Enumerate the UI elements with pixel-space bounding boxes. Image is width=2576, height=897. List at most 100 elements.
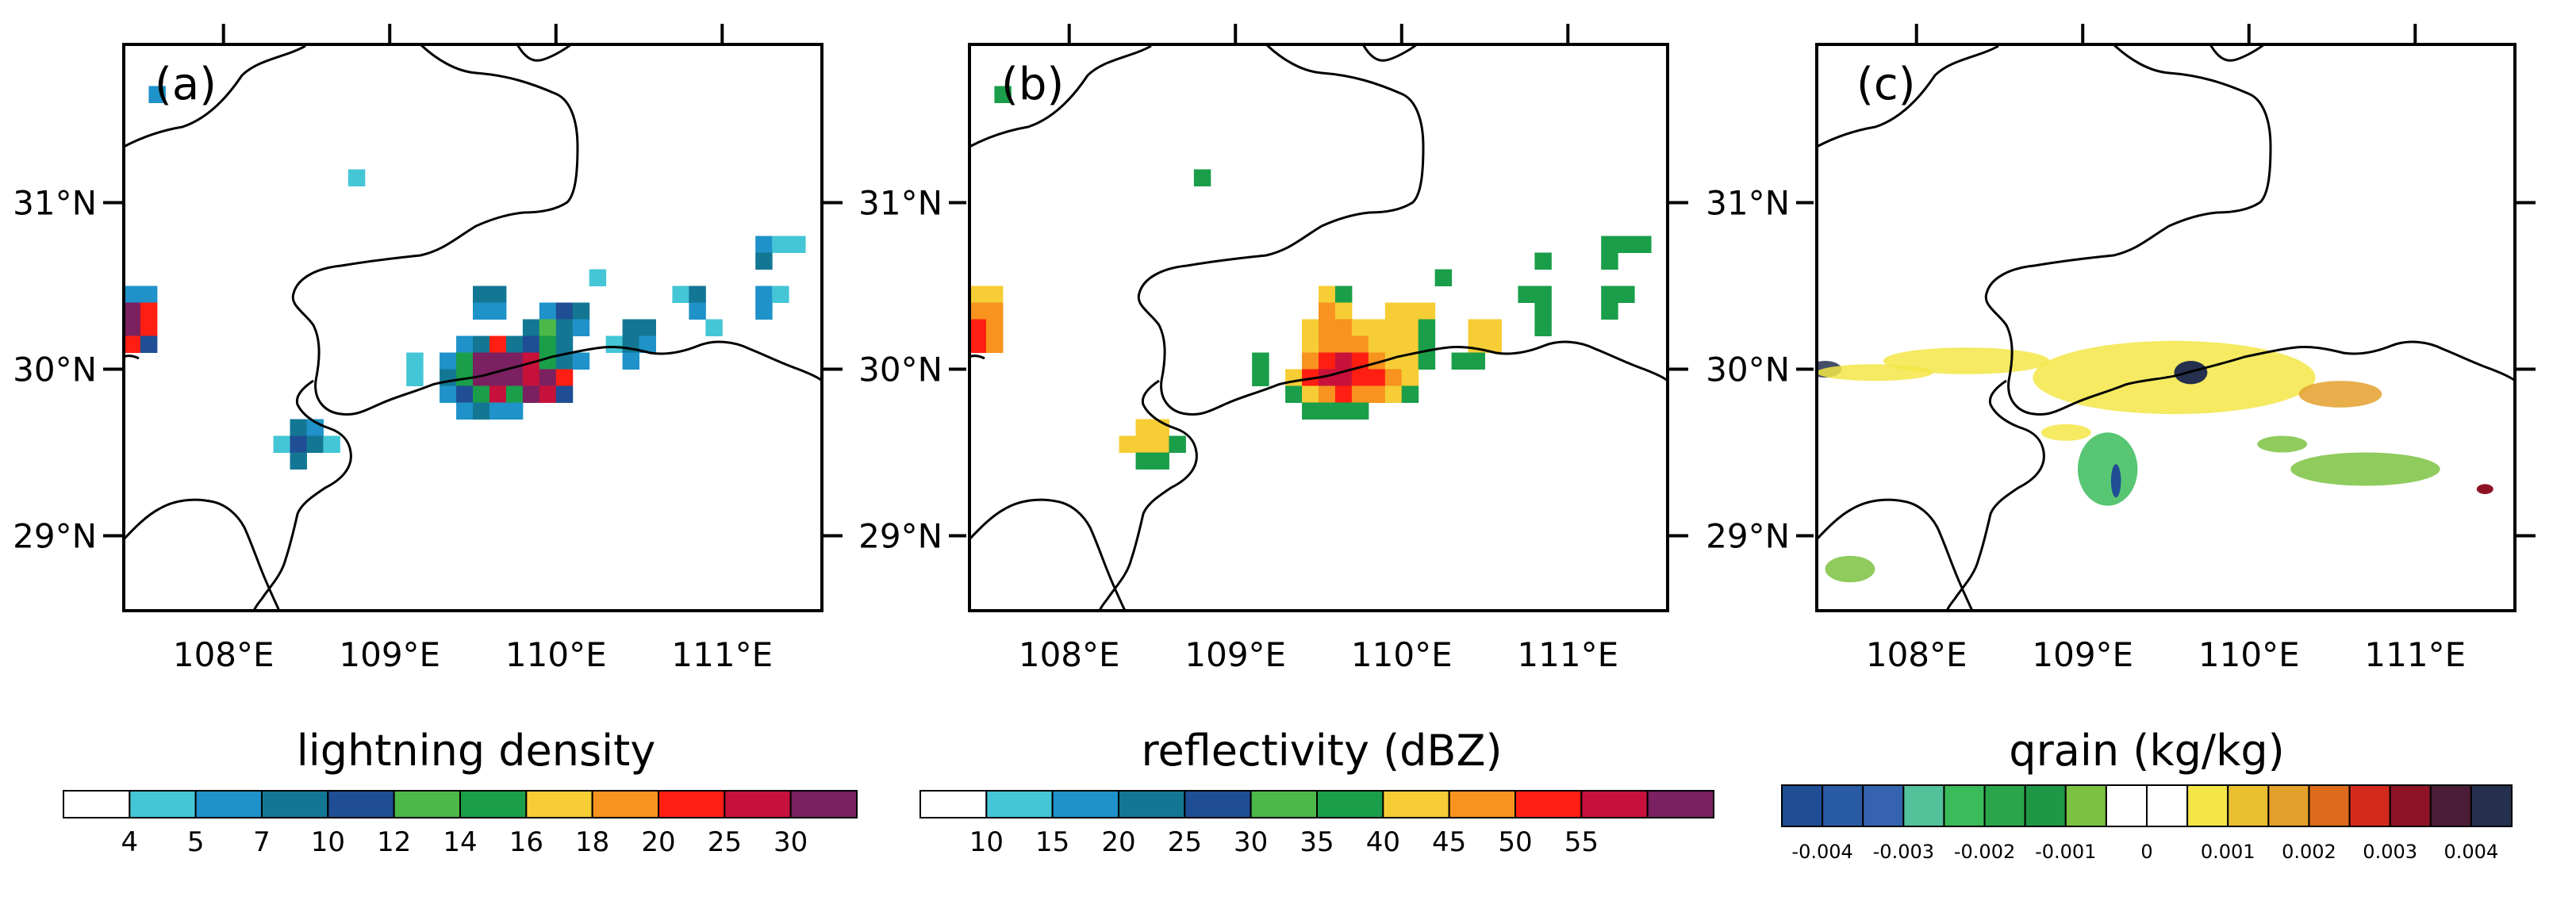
colorbar-swatch [2186, 784, 2229, 827]
x-tick-label: 110°E [2198, 635, 2300, 674]
grid-cell [1518, 286, 1535, 303]
colorbar-swatch [1902, 784, 1945, 827]
grid-cell [1401, 302, 1419, 320]
grid-cell [1319, 302, 1336, 320]
grid-cell [140, 335, 158, 353]
colorbar-swatch [1051, 790, 1119, 818]
grid-cell [1334, 319, 1353, 336]
grid-cell [1351, 335, 1369, 353]
grid-cell [1384, 302, 1403, 320]
colorbar-label: -0.002 [1954, 841, 2015, 863]
panel-b-label: (b) [1001, 59, 1064, 110]
grid-cell [140, 319, 158, 336]
grid-cell [1334, 352, 1353, 370]
colorbar-swatch [2064, 784, 2107, 827]
grid-cell [140, 302, 158, 320]
grid-cell [969, 286, 987, 303]
grid-cell [140, 286, 158, 303]
panel-a: 108°E 109°E 110°E 111°E 29°N 30°N 31°N (a) [13, 24, 843, 674]
grid-cell [1169, 435, 1186, 453]
boundary-line [124, 355, 140, 360]
grid-cell [1401, 352, 1419, 370]
grid-cell [1534, 319, 1552, 336]
grid-cell [605, 335, 624, 353]
panel-b-frame [968, 43, 1669, 612]
legend-title-a: lightning density [297, 726, 656, 776]
colorbar-label: 35 [1300, 826, 1334, 858]
grid-cell [1618, 236, 1635, 253]
legend-title-c: qrain (kg/kg) [2009, 726, 2284, 776]
grid-cell [1285, 385, 1303, 403]
boundary-line [1098, 379, 1198, 611]
grid-cell [985, 319, 1004, 336]
boundary-line [969, 44, 1152, 148]
qrain-positive-spot [2476, 484, 2493, 494]
colorbar-swatch [1382, 790, 1450, 818]
grid-cell [1135, 435, 1153, 453]
grid-cell [1334, 302, 1353, 320]
grid-cell [1401, 369, 1419, 386]
grid-cell [1368, 369, 1386, 386]
grid-cell [489, 335, 507, 353]
grid-cell [489, 286, 507, 303]
grid-cell [1152, 435, 1169, 453]
grid-cell [1351, 369, 1369, 386]
grid-cell [539, 302, 557, 320]
grid-cell [1319, 402, 1336, 420]
colorbar-swatch [2267, 784, 2310, 827]
grid-cell [994, 86, 1012, 103]
grid-cell [1384, 369, 1403, 386]
grid-cell [555, 335, 574, 353]
grid-cell [1334, 286, 1353, 303]
colorbar-label: 15 [1035, 826, 1069, 858]
colorbar-swatch [2389, 784, 2432, 827]
grid-cell [1368, 319, 1386, 336]
grid-cell [772, 236, 789, 253]
grid-cell [1319, 335, 1336, 353]
grid-cell [124, 302, 141, 320]
grid-cell [473, 385, 490, 403]
panel-c: 108°E 109°E 110°E 111°E 29°N 30°N 31°N (c) [1706, 24, 2536, 674]
panel-b-ticks: 108°E 109°E 110°E 111°E 29°N 30°N 31°N [858, 24, 1688, 674]
grid-cell [323, 435, 340, 453]
y-tick-label: 30°N [13, 351, 97, 389]
x-tick-label: 109°E [339, 635, 440, 674]
colorbar-swatch [2429, 784, 2472, 827]
colorbar-swatch [1580, 790, 1649, 818]
grid-cell [440, 352, 457, 370]
grid-cell [555, 385, 574, 403]
grid-cell [1351, 319, 1369, 336]
colorbar-label: 0.003 [2363, 841, 2417, 863]
boundary-line [124, 44, 306, 148]
grid-cell [306, 435, 324, 453]
qrain-positive-band [2040, 424, 2091, 441]
x-tick-label: 110°E [1351, 635, 1453, 674]
grid-cell [572, 302, 590, 320]
boundary-line [969, 498, 1127, 611]
colorbar-label: 20 [1101, 826, 1135, 858]
colorbar-swatch [1983, 784, 2026, 827]
colorbar-label: 55 [1564, 826, 1599, 858]
x-tick-label: 111°E [671, 635, 773, 674]
grid-cell [1418, 302, 1436, 320]
grid-cell [456, 335, 474, 353]
colorbar-label: 0 [2140, 841, 2152, 863]
grid-cell [347, 169, 366, 186]
boundary-line [2209, 44, 2265, 62]
grid-cell [440, 369, 457, 386]
grid-cell [622, 319, 640, 336]
panel-a-cells [124, 86, 806, 470]
grid-cell [689, 286, 706, 303]
grid-cell [969, 319, 987, 336]
qrain-positive-band [2033, 340, 2316, 415]
grid-cell [1384, 352, 1403, 370]
qrain-positive-band [2298, 381, 2382, 408]
grid-cell [522, 385, 540, 403]
colorbar-swatch [919, 790, 988, 818]
grid-cell [1401, 335, 1419, 353]
grid-cell [622, 352, 640, 370]
colorbar-swatch [1862, 784, 1905, 827]
grid-cell [473, 286, 490, 303]
grid-cell [473, 369, 490, 386]
colorbar-swatch [591, 790, 660, 818]
